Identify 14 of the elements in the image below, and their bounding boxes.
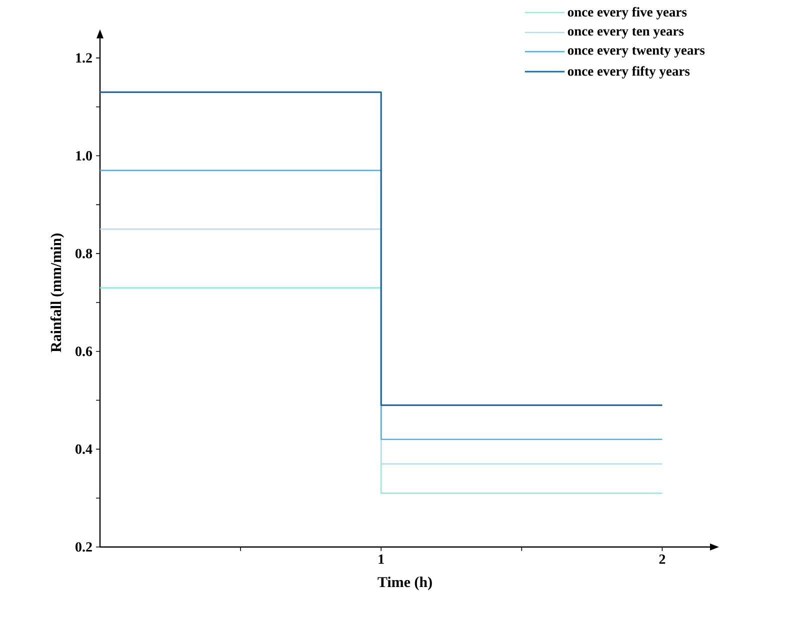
y-tick-label: 0.4 [76,444,92,454]
y-axis-title: Rainfall (mm/min) [50,234,64,352]
x-axis-title: Time (h) [378,576,432,590]
x-tick-label: 1 [378,554,384,564]
y-tick-label: 0.6 [76,346,92,356]
y-tick-label: 1.2 [76,53,92,63]
legend-label: once every ten years [568,28,684,38]
legend-label: once every fifty years [568,66,690,79]
x-tick-label: 2 [659,554,666,564]
y-tick-label: 0.2 [76,542,92,552]
legend-label: once every twenty years [568,47,705,58]
y-tick-label: 1.0 [76,151,92,161]
y-tick-label: 0.8 [76,248,92,258]
legend-label: once every five years [568,6,687,20]
